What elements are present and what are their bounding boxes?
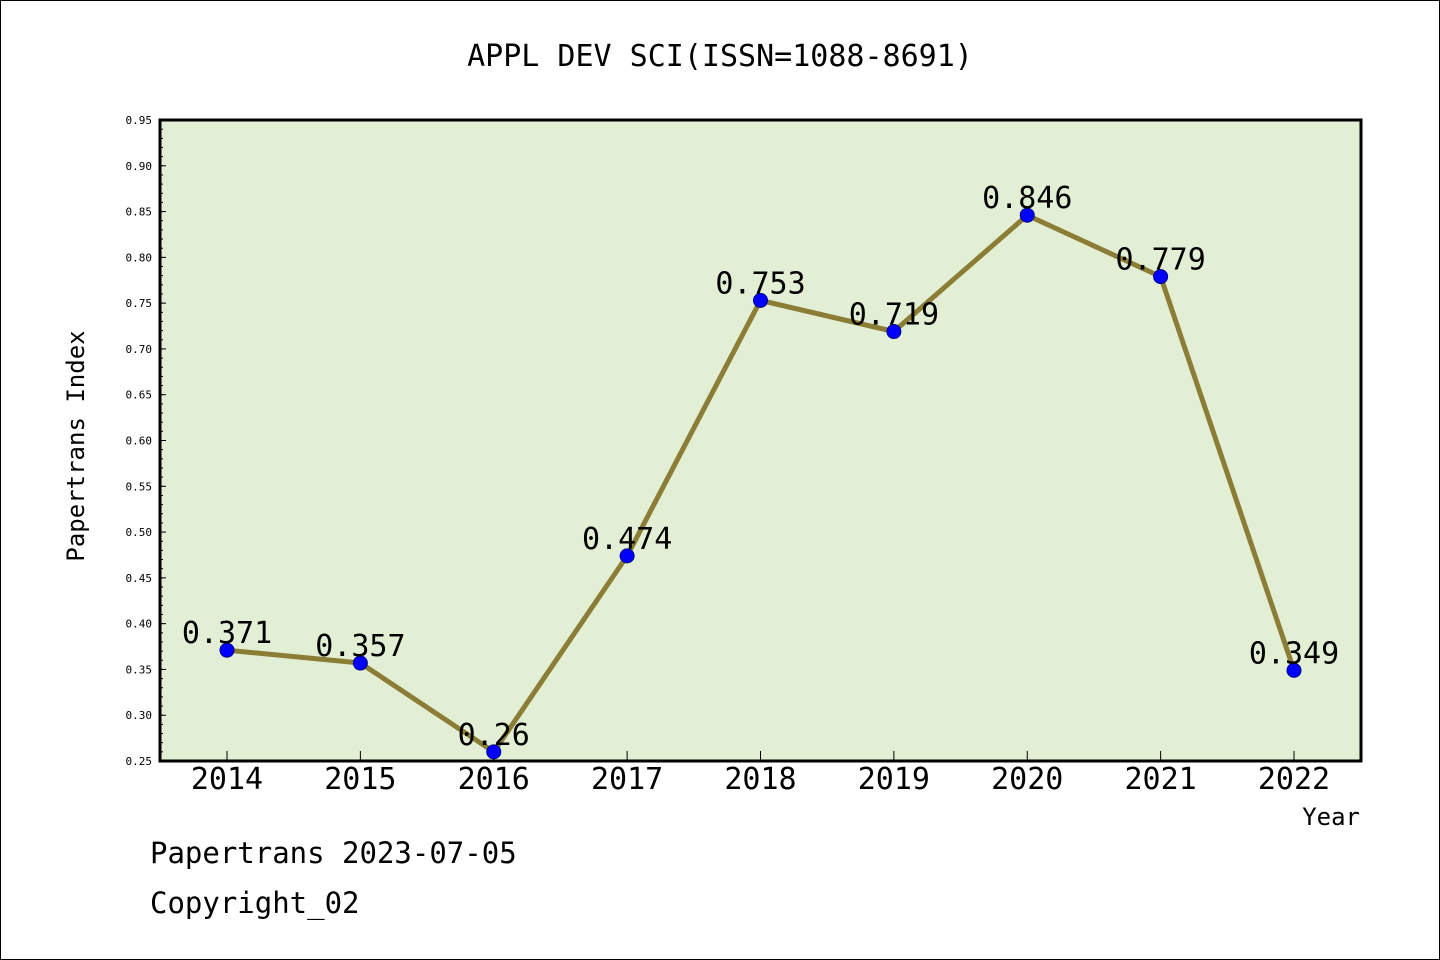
data-label: 0.349 (1249, 636, 1339, 671)
data-label: 0.846 (982, 181, 1072, 216)
x-tick-label: 2019 (858, 762, 930, 797)
x-tick-label: 2017 (591, 762, 663, 797)
y-axis-label: Papertrans Index (62, 330, 90, 561)
data-label: 0.371 (182, 616, 272, 651)
data-markers (219, 207, 1302, 760)
y-tick-label: 0.50 (126, 526, 153, 539)
x-tick-label: 2021 (1125, 762, 1197, 797)
data-point (352, 655, 368, 671)
footer-date: Papertrans 2023-07-05 (150, 836, 517, 870)
y-tick-label: 0.90 (126, 160, 153, 173)
data-point (486, 744, 502, 760)
data-label: 0.357 (315, 629, 405, 664)
data-label: 0.474 (582, 522, 672, 557)
data-label: 0.779 (1115, 243, 1205, 278)
y-axis: 0.25 0.30 0.35 0.40 0.45 0.50 0.55 0.60 0.65 0.70… (126, 114, 166, 768)
plot-area (158, 118, 1363, 763)
data-label: 0.753 (715, 266, 805, 301)
x-axis: 2014 2015 2016 2017 2018 2019 2020 2021 2022 (191, 751, 1330, 797)
data-point (1286, 662, 1302, 678)
y-tick-label: 0.30 (126, 709, 153, 722)
data-point (1019, 207, 1035, 223)
y-tick-label: 0.65 (126, 389, 153, 402)
y-tick-label: 0.80 (126, 251, 153, 264)
y-tick-label: 0.35 (126, 663, 153, 676)
footer-copyright: Copyright_02 (150, 886, 360, 920)
data-label: 0.719 (849, 298, 939, 333)
data-point (619, 548, 635, 564)
y-tick-label: 0.25 (126, 755, 153, 768)
y-tick-label: 0.45 (126, 572, 153, 585)
y-tick-label: 0.75 (126, 297, 153, 310)
y-tick-label: 0.70 (126, 343, 153, 356)
chart-title: APPL DEV SCI(ISSN=1088-8691) (467, 39, 973, 74)
y-tick-label: 0.40 (126, 618, 153, 631)
data-point (1153, 269, 1169, 285)
data-labels: 0.371 0.357 0.26 0.474 0.753 0.719 0.846 0.779 0… (182, 181, 1339, 753)
y-tick-label: 0.60 (126, 435, 153, 448)
y-tick-label: 0.55 (126, 480, 153, 493)
data-point (886, 324, 902, 340)
data-label: 0.26 (458, 718, 530, 753)
x-tick-label: 2020 (991, 762, 1063, 797)
data-point (219, 642, 235, 658)
data-point (753, 292, 768, 308)
y-tick-label: 0.95 (126, 114, 153, 127)
x-tick-label: 2016 (458, 762, 530, 797)
x-tick-label: 2014 (191, 762, 263, 797)
x-tick-label: 2018 (724, 762, 796, 797)
y-tick-label: 0.85 (126, 206, 153, 219)
x-tick-label: 2015 (324, 762, 396, 797)
x-axis-label: Year (1302, 803, 1360, 831)
x-tick-label: 2022 (1258, 762, 1330, 797)
